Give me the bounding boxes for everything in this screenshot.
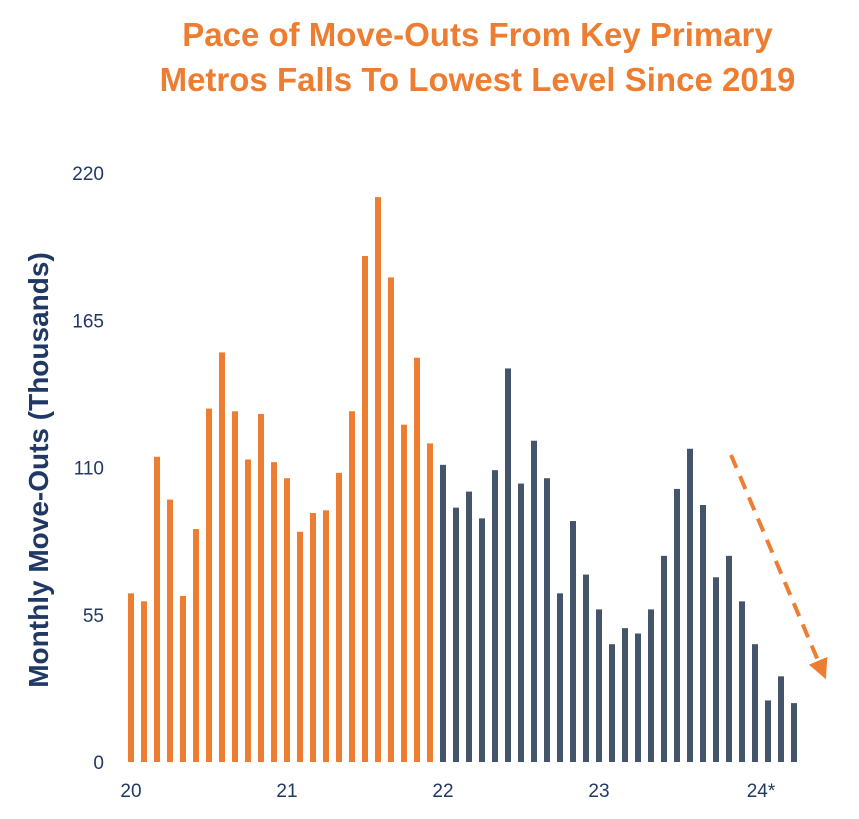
- y-tick-label: 110: [74, 459, 104, 480]
- bar: [713, 577, 719, 762]
- bar: [375, 197, 381, 762]
- x-axis-ticks: 20 21 22 23 24*: [120, 781, 775, 802]
- bar: [297, 531, 303, 762]
- bar: [154, 456, 160, 762]
- bar: [193, 529, 199, 762]
- bar: [167, 499, 173, 762]
- bar: [635, 633, 641, 762]
- x-tick-label: 24*: [747, 781, 776, 802]
- trend-arrow: [729, 454, 828, 680]
- y-tick-label: 0: [93, 753, 104, 774]
- chart-title-line-1: Pace of Move-Outs From Key Primary: [182, 16, 773, 53]
- y-tick-label: 220: [72, 164, 104, 185]
- bar: [648, 609, 654, 762]
- bar: [752, 644, 758, 762]
- chart-title-line-2: Metros Falls To Lowest Level Since 2019: [159, 61, 796, 98]
- chart-title: Pace of Move-Outs From Key Primary Metro…: [110, 12, 845, 102]
- bar: [557, 593, 563, 762]
- bar: [141, 601, 147, 762]
- bar: [232, 411, 238, 762]
- bar: [765, 700, 771, 762]
- bar: [271, 462, 277, 762]
- x-tick-label: 23: [588, 781, 609, 802]
- bar: [700, 504, 706, 762]
- bar: [310, 513, 316, 762]
- bar: [427, 443, 433, 762]
- bar: [440, 464, 446, 762]
- bar: [778, 676, 784, 762]
- bar: [466, 491, 472, 762]
- bar: [388, 277, 394, 762]
- bar: [505, 368, 511, 762]
- bar: [323, 510, 329, 762]
- bar: [258, 413, 264, 762]
- x-tick-label: 20: [120, 781, 141, 802]
- bar: [531, 440, 537, 762]
- bar: [492, 470, 498, 762]
- bars: [128, 197, 797, 762]
- bar: [674, 488, 680, 762]
- bar: [349, 411, 355, 762]
- bar: [791, 703, 797, 762]
- bar: [206, 408, 212, 762]
- y-axis-ticks: 0 55 110 165 220: [72, 164, 104, 774]
- bar: [336, 472, 342, 762]
- bar: [180, 596, 186, 762]
- bar: [128, 593, 134, 762]
- bar: [739, 601, 745, 762]
- bar: [219, 352, 225, 762]
- bar: [726, 555, 732, 762]
- bar: [609, 644, 615, 762]
- bar: [245, 459, 251, 762]
- y-tick-label: 165: [72, 311, 104, 332]
- bar: [583, 574, 589, 762]
- bar: [622, 628, 628, 762]
- bar: [284, 478, 290, 762]
- bar: [414, 357, 420, 762]
- bar: [544, 478, 550, 762]
- y-axis-title-group: Monthly Move-Outs (Thousands): [23, 252, 54, 688]
- y-tick-label: 55: [83, 606, 104, 627]
- x-tick-label: 22: [432, 781, 453, 802]
- bar: [570, 521, 576, 762]
- x-tick-label: 21: [276, 781, 297, 802]
- bar: [362, 255, 368, 762]
- bar: [401, 424, 407, 762]
- bar: [453, 507, 459, 762]
- y-axis-title: Monthly Move-Outs (Thousands): [23, 252, 54, 688]
- bar: [479, 518, 485, 762]
- bar: [687, 448, 693, 762]
- bar: [518, 483, 524, 762]
- bar: [661, 555, 667, 762]
- bar: [596, 609, 602, 762]
